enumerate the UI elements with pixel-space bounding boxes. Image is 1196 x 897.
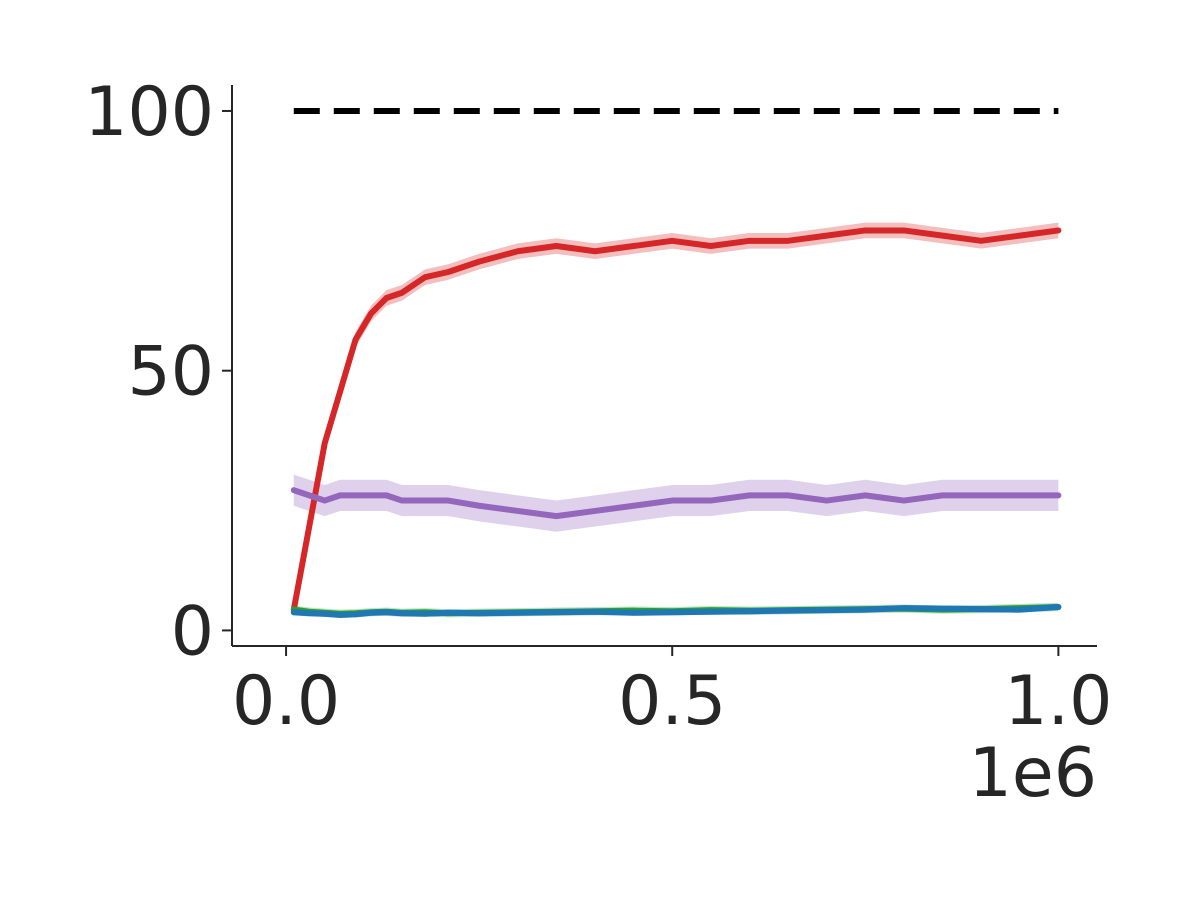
series-band-0 [293,222,1059,618]
x-tick-label: 0.5 [618,662,726,741]
y-tick-label: 100 [84,73,214,152]
y-tick-label: 0 [171,592,214,671]
x-tick-label: 0.0 [232,662,340,741]
axes [231,85,1097,647]
y-tick-label: 50 [127,333,214,412]
series-lines [290,227,1062,618]
x-ticks: 0.0 0.5 1.0 [232,646,1112,741]
x-offset-label: 1e6 [969,734,1097,813]
series-line-1 [290,487,1062,520]
confidence-bands [293,222,1059,618]
x-tick-label: 1.0 [1004,662,1112,741]
y-ticks: 0 50 100 [84,73,232,671]
series-line-0 [290,227,1062,613]
series-line-3 [290,604,1062,618]
